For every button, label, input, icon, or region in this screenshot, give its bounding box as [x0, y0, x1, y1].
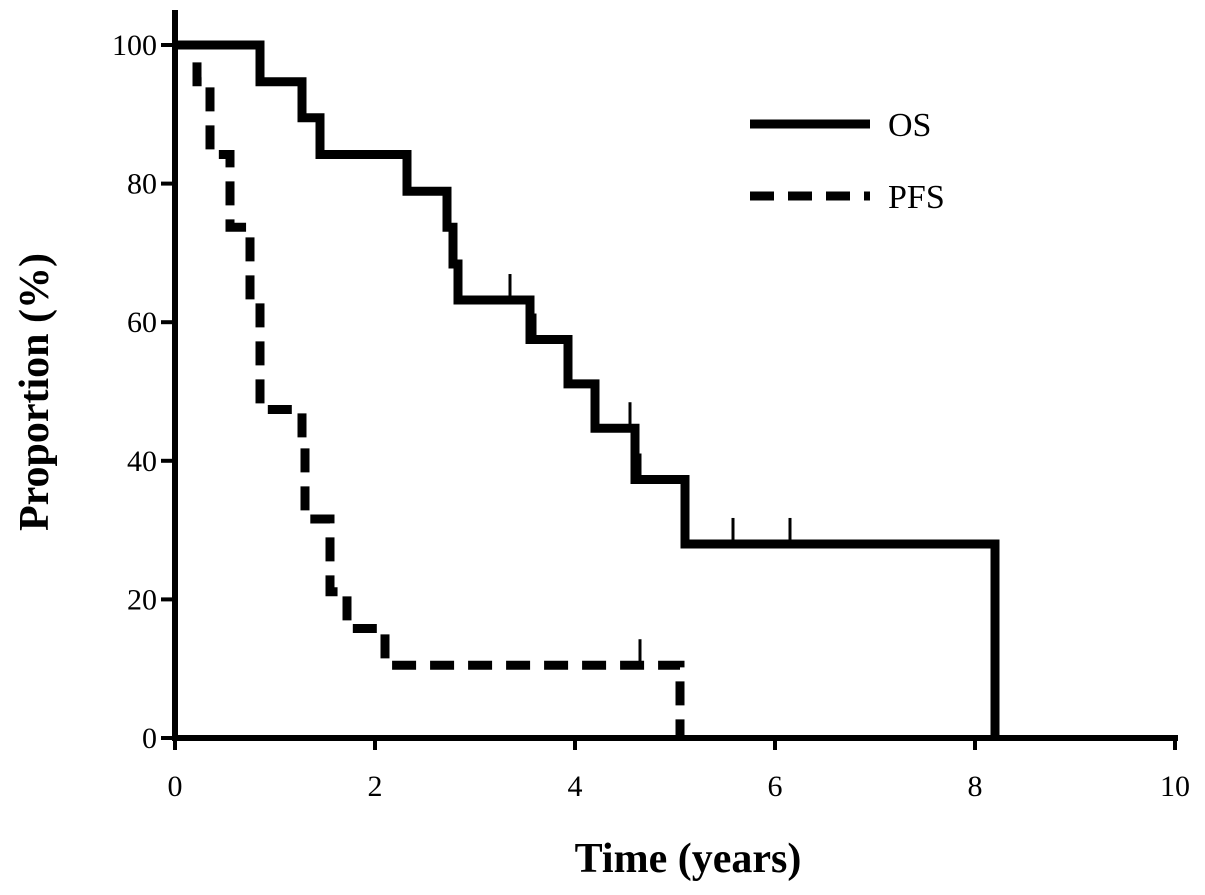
y-tick-label: 0	[142, 722, 157, 755]
x-tick-label: 2	[368, 770, 383, 803]
series-pfs	[192, 62, 685, 738]
x-tick-label: 8	[968, 770, 983, 803]
legend: OS PFS	[750, 107, 945, 216]
y-tick-label: 80	[127, 168, 157, 201]
y-tick-label: 100	[112, 29, 157, 62]
x-tick-label: 10	[1160, 770, 1190, 803]
x-axis-title: Time (years)	[575, 836, 802, 882]
y-tick-label: 60	[127, 306, 157, 339]
y-axis-title: Proportion (%)	[12, 253, 58, 531]
x-tick-label: 4	[568, 770, 583, 803]
series-layer	[175, 40, 1000, 738]
y-tick-label: 20	[127, 583, 157, 616]
series-os	[175, 40, 1000, 738]
y-tick-label: 40	[127, 445, 157, 478]
tick-marks	[161, 43, 1177, 750]
legend-label-os: OS	[888, 107, 931, 144]
x-tick-label: 0	[168, 770, 183, 803]
x-tick-label: 6	[768, 770, 783, 803]
tick-labels: 0 20 40 60 80 100 0 2 4 6 8 10	[112, 29, 1190, 803]
series-line-os	[175, 40, 1000, 738]
axes	[172, 10, 1178, 741]
legend-label-pfs: PFS	[888, 179, 945, 216]
series-line-pfs	[192, 62, 685, 738]
